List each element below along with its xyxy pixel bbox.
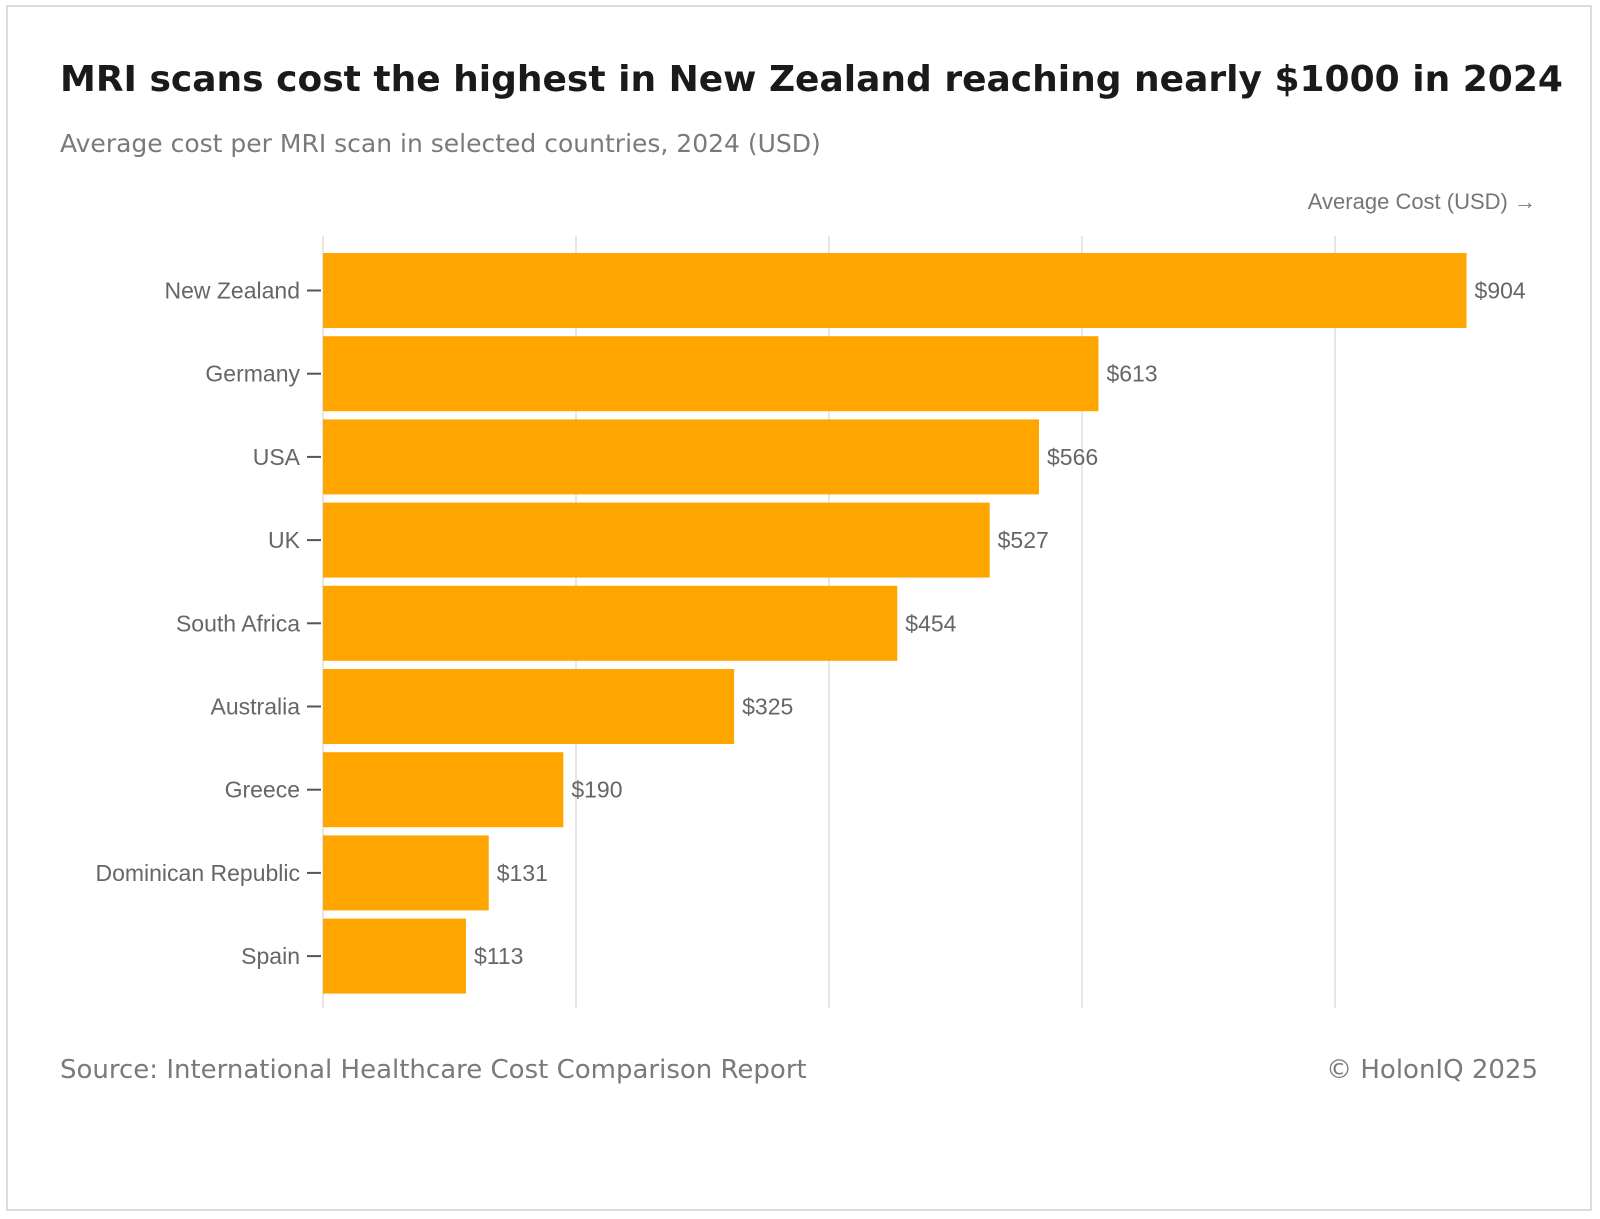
bar-1 bbox=[323, 336, 1099, 412]
y-tick-label-1: Germany bbox=[205, 361, 300, 387]
data-label-1: $613 bbox=[1106, 361, 1157, 387]
data-label-7: $131 bbox=[497, 860, 548, 886]
source-note: Source: International Healthcare Cost Co… bbox=[60, 1055, 807, 1085]
data-label-4: $454 bbox=[905, 610, 956, 636]
bars bbox=[323, 253, 1467, 994]
data-label-5: $325 bbox=[742, 694, 793, 720]
bar-6 bbox=[323, 752, 564, 828]
bar-8 bbox=[323, 918, 466, 994]
y-tick-label-5: Australia bbox=[211, 694, 301, 720]
bar-4 bbox=[323, 585, 898, 661]
y-tick-label-3: UK bbox=[268, 527, 301, 553]
labels: New Zealand $904 Germany $613 USA $566 UK $527 S… bbox=[95, 278, 1525, 970]
bar-3 bbox=[323, 502, 990, 578]
data-label-2: $566 bbox=[1047, 444, 1098, 470]
chart-title: MRI scans cost the highest in New Zealan… bbox=[60, 59, 1563, 100]
y-tick-label-8: Spain bbox=[241, 943, 300, 969]
bar-5 bbox=[323, 669, 735, 744]
data-label-8: $113 bbox=[474, 943, 523, 969]
data-label-3: $527 bbox=[998, 527, 1049, 553]
copyright-note: © HolonIQ 2025 bbox=[1326, 1055, 1538, 1085]
bar-2 bbox=[323, 419, 1039, 495]
y-tick-label-2: USA bbox=[253, 444, 301, 470]
x-axis-label: Average Cost (USD) → bbox=[1308, 189, 1536, 214]
y-tick-label-6: Greece bbox=[225, 777, 300, 803]
y-tick-label-7: Dominican Republic bbox=[95, 860, 300, 886]
bar-0 bbox=[323, 253, 1467, 328]
chart-card: MRI scans cost the highest in New Zealan… bbox=[6, 5, 1592, 1211]
bar-7 bbox=[323, 835, 489, 911]
y-tick-label-4: South Africa bbox=[176, 610, 300, 636]
data-label-6: $190 bbox=[571, 777, 622, 803]
data-label-0: $904 bbox=[1475, 278, 1526, 304]
chart-subtitle: Average cost per MRI scan in selected co… bbox=[60, 129, 821, 158]
y-tick-label-0: New Zealand bbox=[164, 278, 300, 304]
